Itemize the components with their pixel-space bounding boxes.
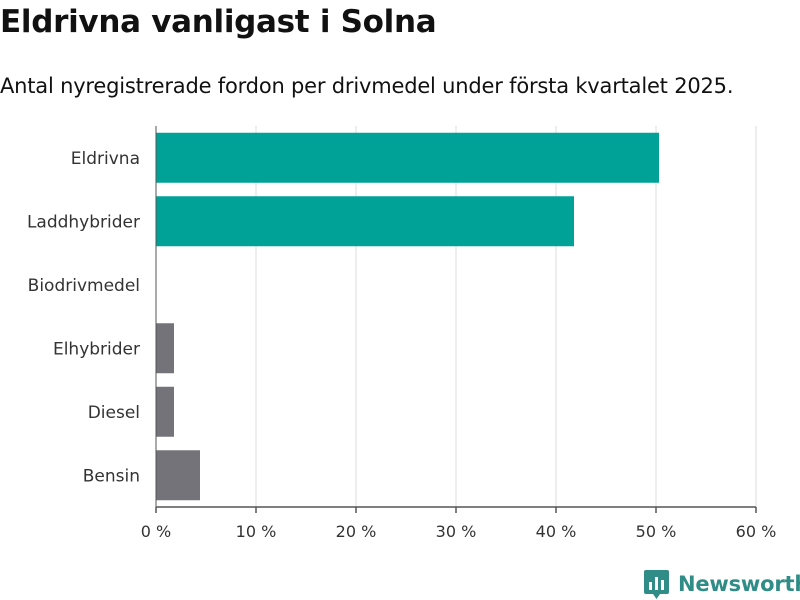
bar bbox=[156, 450, 200, 501]
brand-name: Newsworthy bbox=[678, 572, 800, 596]
category-label: Bensin bbox=[83, 466, 140, 486]
chart-title: Eldrivna vanligast i Solna bbox=[0, 4, 437, 40]
chart-subtitle: Antal nyregistrerade fordon per drivmede… bbox=[0, 74, 734, 98]
bar bbox=[156, 132, 659, 183]
bar bbox=[156, 323, 174, 374]
brand-logo: Newsworthy bbox=[644, 568, 800, 600]
newsworthy-logo-icon bbox=[644, 569, 669, 599]
category-label: Biodrivmedel bbox=[28, 276, 140, 296]
category-label: Elhybrider bbox=[53, 339, 140, 359]
x-tick-label: 30 % bbox=[436, 522, 477, 541]
x-tick-label: 50 % bbox=[636, 522, 677, 541]
category-label: Diesel bbox=[88, 403, 140, 423]
bar-chart: Eldrivna Laddhybrider Biodrivmedel Elhybrid… bbox=[27, 126, 777, 541]
x-tick-label: 0 % bbox=[141, 522, 171, 541]
bar bbox=[156, 196, 574, 247]
x-tick-label: 10 % bbox=[236, 522, 277, 541]
x-tick-label: 20 % bbox=[336, 522, 377, 541]
x-tick-label: 40 % bbox=[536, 522, 577, 541]
bar bbox=[156, 386, 174, 437]
category-label: Eldrivna bbox=[71, 149, 140, 169]
x-tick-label: 60 % bbox=[736, 522, 777, 541]
category-label: Laddhybrider bbox=[27, 212, 140, 232]
